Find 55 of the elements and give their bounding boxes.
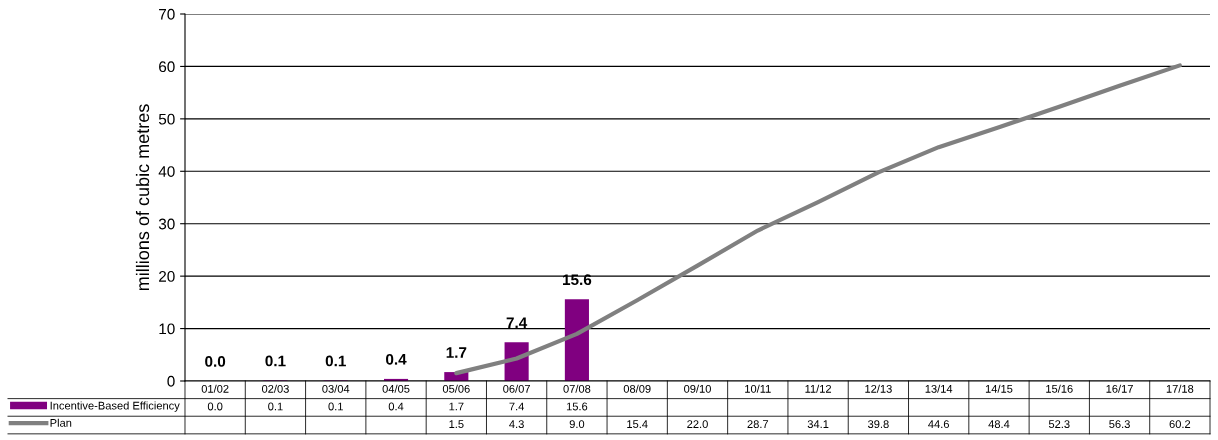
text: 0.1	[325, 355, 346, 367]
data-label: 1.7	[449, 402, 464, 411]
text: 15.6	[563, 274, 592, 286]
legend-label: Incentive-Based Efficiency	[50, 401, 180, 412]
text: 0.1	[265, 355, 286, 367]
x-tick-label: 16/17	[1106, 384, 1133, 393]
data-label: 7.4	[509, 402, 525, 411]
data-label: 9.0	[569, 420, 585, 429]
x-tick-label: 07/08	[563, 384, 591, 393]
x-tick-label: 11/12	[805, 384, 832, 393]
x-tick-label: 17/18	[1166, 384, 1194, 393]
data-label: 0.1	[328, 402, 343, 411]
data-label: 60.2	[1169, 420, 1191, 429]
y-tick-label: 20	[159, 271, 175, 282]
x-tick-label: 15/16	[1046, 384, 1073, 393]
x-tick-label: 03/04	[322, 384, 350, 393]
text: 0.4	[386, 353, 407, 365]
data-label: 39.8	[867, 420, 889, 429]
x-tick-label: 05/06	[442, 384, 470, 393]
x-tick-label: 04/05	[382, 384, 410, 393]
data-label: 15.4	[627, 420, 648, 429]
x-tick-label: 13/14	[925, 384, 953, 393]
text: 1.7	[446, 347, 467, 358]
data-label: 48.4	[988, 420, 1010, 429]
data-label: 56.3	[1109, 420, 1130, 429]
x-tick-label: 10/11	[745, 384, 771, 393]
y-axis-title: millions of cubic metres	[135, 104, 150, 291]
data-label: 52.3	[1048, 420, 1070, 429]
data-label: 1.5	[449, 420, 464, 429]
y-tick-label: 50	[158, 113, 175, 125]
data-label: 4.3	[509, 420, 524, 429]
y-tick-label: 60	[159, 61, 175, 73]
data-label: 44.6	[928, 420, 949, 429]
x-tick-label: 02/03	[261, 384, 289, 393]
data-label: 22.0	[687, 420, 708, 429]
data-label: 0.4	[388, 402, 404, 411]
data-label: 0.0	[207, 402, 223, 411]
data-label: 15.6	[566, 402, 588, 411]
x-tick-label: 01/02	[201, 384, 229, 393]
y-tick-label: 30	[158, 218, 175, 230]
legend-label: Plan	[50, 418, 72, 427]
data-label: 28.7	[747, 420, 769, 429]
data-label: 34.1	[807, 420, 829, 429]
y-tick-label: 40	[158, 166, 175, 177]
x-tick-label: 08/09	[623, 384, 651, 393]
x-tick-label: 06/07	[503, 384, 530, 393]
y-tick-label: 70	[159, 8, 175, 20]
data-label: 0.1	[268, 402, 283, 411]
x-tick-label: 09/10	[684, 384, 711, 393]
y-tick-label: 10	[159, 323, 175, 335]
text: 0.0	[205, 356, 226, 367]
text: 7.4	[506, 317, 528, 328]
x-tick-label: 14/15	[985, 384, 1013, 393]
x-tick-label: 12/13	[865, 384, 892, 393]
y-tick-label: 0	[167, 375, 175, 387]
